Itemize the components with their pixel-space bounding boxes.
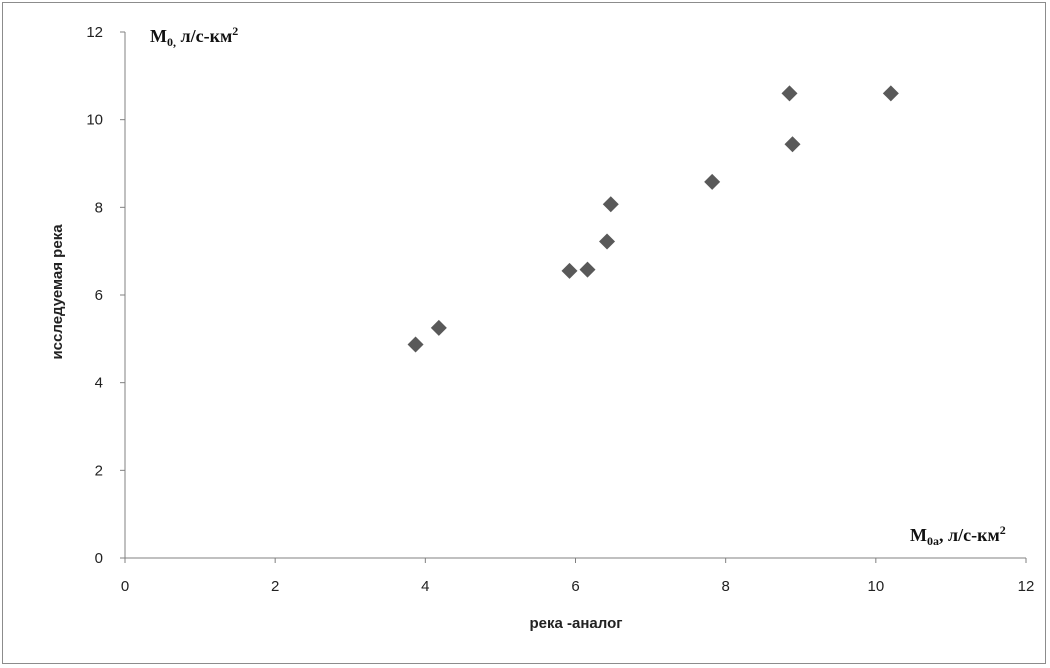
x-tick-label: 4 — [421, 578, 429, 595]
data-points — [407, 85, 899, 353]
x-tick-label: 6 — [571, 578, 579, 595]
data-point — [599, 233, 616, 250]
y-tick-label: 12 — [86, 24, 103, 41]
x-tick-label: 2 — [271, 578, 279, 595]
data-point — [781, 85, 798, 102]
data-point — [407, 336, 424, 353]
y-tick-label: 2 — [95, 462, 103, 479]
y-unit-label: M0, л/с-км2 — [150, 24, 238, 49]
x-tick-label: 8 — [721, 578, 729, 595]
x-tick-label: 10 — [867, 578, 884, 595]
data-point — [579, 261, 596, 278]
x-tick-label: 12 — [1018, 578, 1035, 595]
data-point — [602, 196, 619, 213]
data-point — [784, 136, 801, 153]
axes — [124, 32, 1026, 559]
data-point — [561, 262, 578, 279]
data-point — [882, 85, 899, 102]
y-tick-label: 4 — [95, 375, 103, 392]
x-axis-title: река -аналог — [529, 615, 622, 632]
data-point — [430, 319, 447, 336]
x-unit-label: M0a, л/с-км2 — [910, 523, 1006, 548]
y-tick-label: 8 — [95, 199, 103, 216]
y-axis-title: исследуемая река — [49, 224, 66, 360]
x-tick-label: 0 — [121, 578, 129, 595]
data-point — [704, 173, 721, 190]
x-axis-ticks: 0 2 4 6 8 10 12 — [121, 558, 1035, 595]
y-tick-label: 6 — [95, 287, 103, 304]
y-tick-label: 10 — [86, 112, 103, 129]
y-tick-label: 0 — [95, 550, 103, 567]
y-axis-ticks: 0 2 4 6 8 10 12 — [86, 24, 125, 567]
